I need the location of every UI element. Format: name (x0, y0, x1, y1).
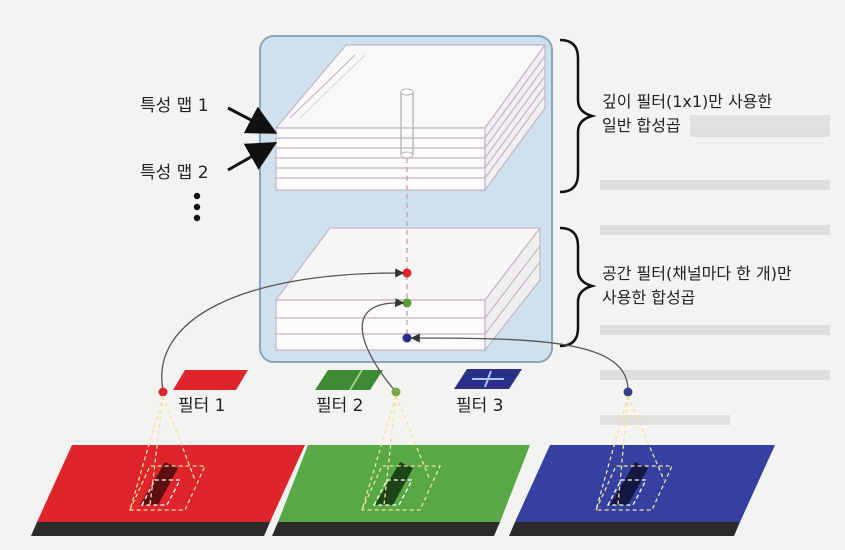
background-bleed (600, 115, 830, 425)
spatial-line-2: 사용한 합성곱 (602, 288, 696, 307)
feature-map-1-label: 특성 맵 1 (140, 96, 209, 116)
spatial-description: 공간 필터(채널마다 한 개)만 사용한 합성곱 (602, 262, 792, 310)
depthwise-line-2: 일반 합성곱 (602, 116, 681, 135)
blue-connector (410, 333, 629, 393)
green-connector (361, 298, 405, 393)
green-input-plane (272, 445, 530, 536)
arrow-icon (227, 106, 278, 134)
arrow-icon (227, 142, 278, 172)
red-input-plane (31, 445, 305, 536)
curly-brace-icon (559, 38, 597, 194)
blue-channel-dot (402, 333, 412, 343)
receptive-field-red (128, 395, 207, 511)
depthwise-block (274, 43, 547, 192)
green-channel-dot (402, 298, 412, 308)
blue-source-dot (623, 387, 633, 397)
green-source-dot (391, 387, 401, 397)
spatial-line-1: 공간 필터(채널마다 한 개)만 (602, 264, 792, 283)
depthwise-description: 깊이 필터(1x1)만 사용한 일반 합성곱 (602, 90, 772, 138)
filter-3-label: 필터 3 (456, 396, 504, 416)
spatial-block (274, 226, 542, 352)
feature-map-2-label: 특성 맵 2 (140, 163, 209, 183)
pointwise-filter (400, 88, 414, 159)
receptive-field-green (360, 395, 442, 511)
blue-input-plane (509, 445, 775, 536)
filter-1-label: 필터 1 (178, 396, 226, 416)
filter-2-label: 필터 2 (316, 396, 364, 416)
red-channel-dot (402, 268, 412, 278)
depthwise-line-1: 깊이 필터(1x1)만 사용한 (602, 92, 773, 111)
filter-1-swatch (173, 370, 248, 390)
ellipsis-vertical-icon (193, 192, 201, 222)
curly-brace-icon (559, 226, 597, 348)
red-connector (161, 268, 405, 391)
filter-2-swatch (315, 370, 383, 390)
red-source-dot (158, 387, 168, 397)
receptive-field-blue (594, 395, 674, 511)
